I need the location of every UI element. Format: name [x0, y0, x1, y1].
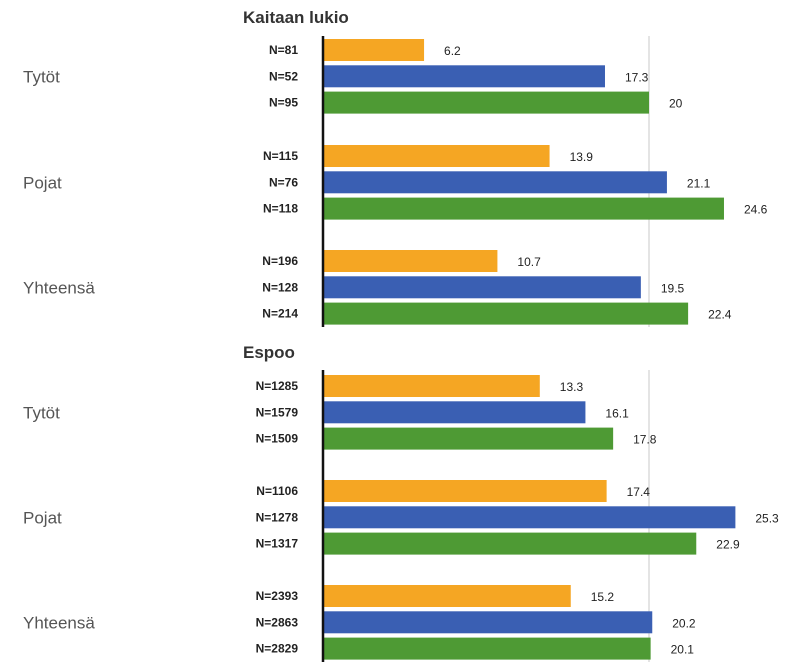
- chart-title: Espoo: [243, 343, 295, 362]
- data-label: 21.1: [687, 176, 711, 190]
- chart-title: Kaitaan lukio: [243, 8, 349, 27]
- bar: [323, 197, 724, 220]
- n-label: N=1106: [256, 484, 298, 498]
- data-label: 17.4: [627, 485, 651, 499]
- data-label: 25.3: [755, 511, 779, 525]
- n-label: N=118: [263, 202, 298, 216]
- bar: [323, 480, 607, 502]
- bar: [323, 427, 614, 450]
- group-label: Pojat: [23, 508, 62, 527]
- data-label: 24.6: [744, 203, 768, 217]
- bar: [323, 401, 586, 424]
- n-label: N=81: [269, 43, 298, 57]
- data-label: 15.2: [591, 590, 615, 604]
- bar: [323, 171, 667, 194]
- data-label: 17.8: [633, 433, 657, 447]
- data-label: 20.1: [671, 643, 695, 657]
- bar: [323, 276, 641, 299]
- group-label: Tytöt: [23, 67, 60, 86]
- n-label: N=128: [262, 280, 298, 294]
- n-label: N=214: [262, 307, 298, 321]
- n-label: N=196: [262, 254, 298, 268]
- bar: [323, 611, 653, 634]
- bar: [323, 91, 649, 114]
- n-label: N=1509: [256, 432, 299, 446]
- n-label: N=2829: [256, 642, 299, 656]
- group-label: Tytöt: [23, 403, 60, 422]
- bar: [323, 250, 498, 272]
- data-label: 10.7: [517, 255, 541, 269]
- n-label: N=2393: [256, 589, 299, 603]
- data-label: 20: [669, 97, 683, 111]
- n-label: N=76: [269, 175, 298, 189]
- data-label: 19.5: [661, 281, 685, 295]
- data-label: 22.9: [716, 538, 740, 552]
- data-label: 22.4: [708, 308, 732, 322]
- bar: [323, 39, 425, 61]
- bar: [323, 145, 550, 167]
- data-label: 17.3: [625, 70, 649, 84]
- n-label: N=2863: [256, 615, 299, 629]
- bar: [323, 532, 697, 555]
- n-label: N=1579: [256, 405, 299, 419]
- bar: [323, 506, 736, 529]
- data-label: 20.2: [672, 616, 696, 630]
- group-label: Yhteensä: [23, 278, 95, 297]
- n-label: N=1285: [256, 379, 299, 393]
- data-label: 13.9: [570, 150, 594, 164]
- data-label: 13.3: [560, 380, 584, 394]
- n-label: N=95: [269, 96, 298, 110]
- n-label: N=115: [263, 149, 298, 163]
- data-label: 16.1: [605, 406, 629, 420]
- group-label: Yhteensä: [23, 613, 95, 632]
- bar: [323, 375, 540, 397]
- bar: [323, 302, 689, 325]
- n-label: N=1278: [256, 510, 299, 524]
- bar: [323, 585, 571, 607]
- data-label: 6.2: [444, 44, 461, 58]
- n-label: N=1317: [256, 537, 299, 551]
- bar: [323, 637, 651, 660]
- group-label: Pojat: [23, 173, 62, 192]
- bar: [323, 65, 605, 88]
- n-label: N=52: [269, 69, 298, 83]
